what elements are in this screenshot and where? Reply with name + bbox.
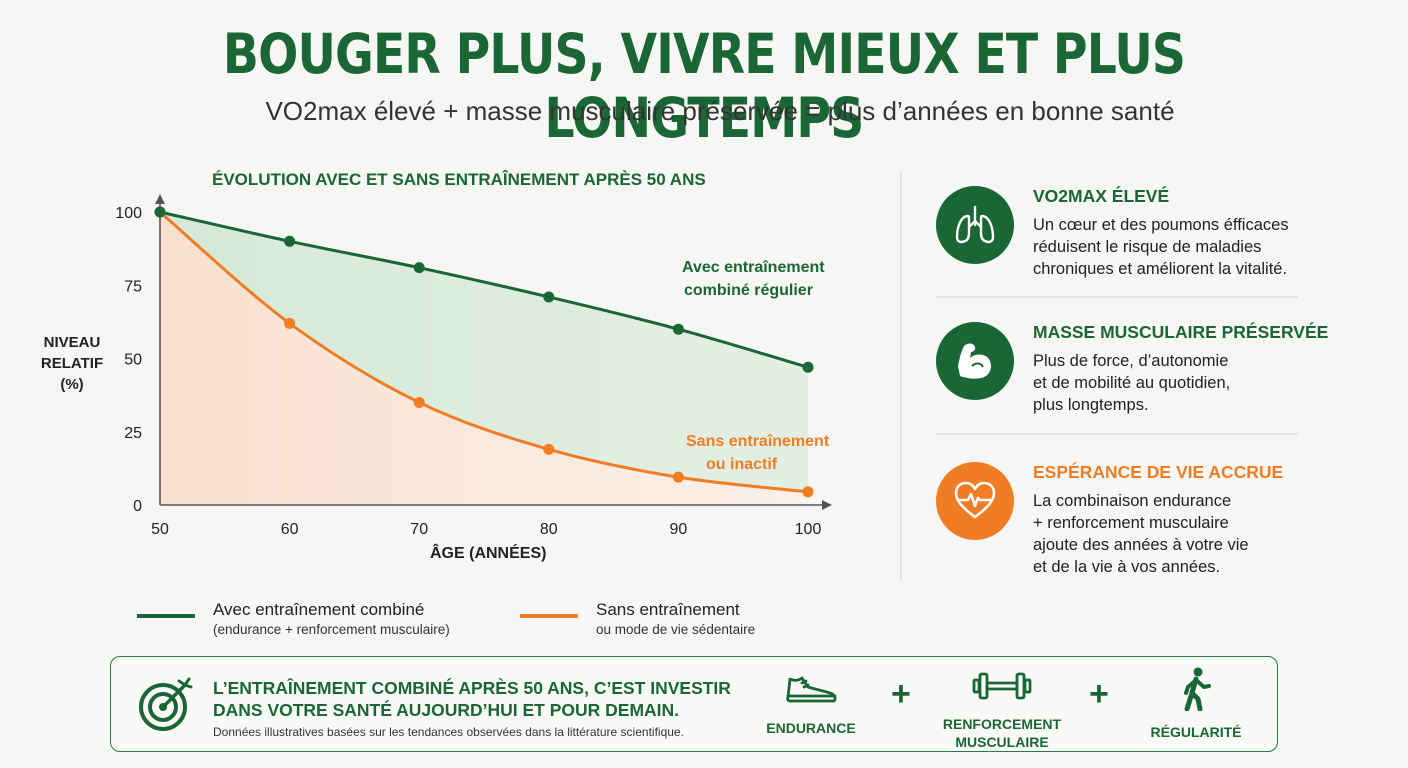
data-point-green [672,323,684,335]
legend-swatch-green [137,614,195,618]
series-label-line: Avec entraînement [682,259,825,276]
heart-pulse-icon [936,462,1014,540]
banner-headline-line: DANS VOTRE SANTÉ AUJOURD’HUI ET POUR DEM… [213,700,680,720]
data-point-orange [413,396,425,408]
benefit-title: VO2MAX ÉLEVÉ [1033,186,1170,206]
page-title: BOUGER PLUS, VIVRE MIEUX ET PLUS LONGTEM… [222,22,1186,150]
banner-headline: L’ENTRAÎNEMENT COMBINÉ APRÈS 50 ANS, C’E… [213,677,731,721]
data-point-orange [284,317,296,329]
area-between-series [160,212,808,492]
pillar-endurance: ENDURANCE [761,669,861,737]
benefit-text-line: La combinaison endurance [1033,492,1232,510]
pillar-strength: RENFORCEMENT MUSCULAIRE [939,669,1065,751]
legend-entry-title: Avec entraînement combiné [213,600,425,619]
benefit-text-line: chroniques et améliorent la vitalité. [1033,260,1288,278]
series-label-line: ou inactif [706,456,778,473]
x-tick-label: 70 [410,521,428,538]
bottom-banner: L’ENTRAÎNEMENT COMBINÉ APRÈS 50 ANS, C’E… [110,656,1278,752]
legend-swatch-orange [520,614,578,618]
x-tick-label: 60 [281,521,299,538]
y-tick-label: 0 [133,498,142,515]
series-label-line: combiné régulier [684,282,813,299]
data-point-green [543,291,555,303]
x-axis-arrow [822,500,832,510]
y-axis-label-line: NIVEAU [43,334,101,351]
benefit-text-line: ajoute des années à votre vie [1033,536,1249,554]
series-line-orange [159,210,809,494]
legend-entry-detail: ou mode de vie sédentaire [596,622,756,637]
flexed-arm-icon [936,322,1014,400]
series-label-green: Avec entraînement combiné régulier [682,256,832,302]
benefit-text-line: plus longtemps. [1033,396,1149,414]
benefit-text-line: + renforcement musculaire [1033,514,1229,532]
legend-entry-title: Sans entraînement [596,600,740,619]
banner-headline-line: L’ENTRAÎNEMENT COMBINÉ APRÈS 50 ANS, C’E… [213,678,731,698]
y-axis-label: NIVEAU RELATIF (%) [36,332,108,395]
chart: 0 25 50 75 100 50 60 70 80 90 100 [115,194,832,538]
series-label-orange: Sans entraînement ou inactif [686,430,836,476]
benefit-title: ESPÉRANCE DE VIE ACCRUE [1033,462,1284,482]
pillar-label: RÉGULARITÉ [1150,724,1242,740]
data-point-orange [543,443,555,455]
pillar-label: ENDURANCE [766,720,856,736]
benefit-text-line: Plus de force, d’autonomie [1033,352,1229,370]
benefit-text: Plus de force, d’autonomie et de mobilit… [1033,350,1230,416]
series-label-line: Sans entraînement [686,433,830,450]
series-line-green [159,210,809,369]
y-tick-label: 25 [124,425,142,442]
benefit-text-line: réduisent le risque de maladies [1033,238,1262,256]
pillar-label-line: RENFORCEMENT [942,716,1062,732]
benefit-title: MASSE MUSCULAIRE PRÉSERVÉE [1033,322,1329,342]
x-tick-label: 50 [151,521,169,538]
data-point-green [284,235,296,247]
y-axis-label-line: (%) [60,376,84,393]
benefit-text: La combinaison endurance + renforcement … [1033,490,1249,578]
divider [936,296,1298,298]
vertical-divider [900,170,902,582]
legend-entry-detail: (endurance + renforcement musculaire) [213,622,450,637]
pillar-regularity: RÉGULARITÉ [1141,667,1251,741]
walking-person-icon [1184,667,1211,712]
x-axis-label: ÂGE (ANNÉES) [430,545,547,562]
data-point-orange [802,486,814,498]
area-under-orange [160,212,808,505]
data-point-green [413,262,425,274]
plus-sign: + [1089,675,1109,713]
y-axis-arrow [155,194,165,204]
benefit-text-line: et de mobilité au quotidien, [1033,374,1231,392]
x-tick-label: 100 [795,521,822,538]
y-axis-label-line: RELATIF [40,355,104,372]
benefit-text: Un cœur et des poumons éfficaces réduise… [1033,214,1289,280]
banner-note: Données illustratives basées sur les ten… [213,725,684,739]
data-point-green [154,206,166,218]
benefit-text-line: et de la vie à vos années. [1033,558,1221,576]
chart-title: ÉVOLUTION AVEC ET SANS ENTRAÎNEMENT APRÈ… [212,170,706,189]
data-point-green [802,361,814,373]
benefit-text-line: Un cœur et des poumons éfficaces [1033,216,1289,234]
page-subtitle: VO2max élevé + masse musculaire préservé… [265,96,1175,126]
lungs-icon [936,186,1014,264]
running-shoe-icon [786,676,837,703]
x-tick-label: 80 [540,521,558,538]
dumbbell-icon [972,672,1032,700]
pillar-label-line: MUSCULAIRE [955,734,1049,750]
y-tick-label: 50 [124,352,142,369]
y-tick-label: 100 [115,205,142,222]
plus-sign: + [891,675,911,713]
data-point-orange [672,471,684,483]
target-arrow-icon [137,675,195,738]
x-tick-label: 90 [670,521,688,538]
divider [936,433,1298,435]
y-tick-label: 75 [124,278,142,295]
